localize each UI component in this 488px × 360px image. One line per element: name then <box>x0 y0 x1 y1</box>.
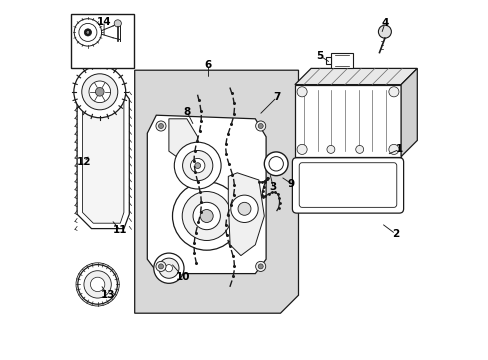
Text: 5: 5 <box>316 51 323 61</box>
Polygon shape <box>228 173 264 256</box>
Polygon shape <box>294 68 416 85</box>
Text: 6: 6 <box>204 60 212 70</box>
Circle shape <box>74 66 125 118</box>
Circle shape <box>153 253 183 283</box>
Circle shape <box>194 163 200 168</box>
Circle shape <box>78 265 117 304</box>
Circle shape <box>193 202 220 230</box>
Circle shape <box>296 87 306 97</box>
Polygon shape <box>147 115 265 274</box>
Bar <box>71 14 134 68</box>
Circle shape <box>156 121 166 131</box>
Text: 2: 2 <box>391 229 399 239</box>
Circle shape <box>114 20 121 27</box>
Text: 12: 12 <box>77 157 91 167</box>
Circle shape <box>296 144 306 154</box>
Circle shape <box>388 87 398 97</box>
Circle shape <box>258 123 263 129</box>
Text: 10: 10 <box>176 272 190 282</box>
Polygon shape <box>294 85 400 157</box>
Circle shape <box>388 144 398 154</box>
Circle shape <box>159 258 179 278</box>
Circle shape <box>84 29 91 36</box>
Text: 7: 7 <box>273 92 280 102</box>
Text: 13: 13 <box>100 290 115 300</box>
Polygon shape <box>77 85 129 229</box>
Polygon shape <box>330 53 352 68</box>
Circle shape <box>190 158 204 173</box>
Circle shape <box>81 74 118 110</box>
Circle shape <box>264 152 287 176</box>
Polygon shape <box>82 89 123 223</box>
Circle shape <box>182 150 212 181</box>
Circle shape <box>258 264 263 269</box>
Circle shape <box>326 145 334 153</box>
Circle shape <box>268 157 283 171</box>
Circle shape <box>355 145 363 153</box>
Circle shape <box>200 210 213 222</box>
Circle shape <box>158 264 163 269</box>
Circle shape <box>95 87 104 96</box>
Text: 8: 8 <box>183 107 190 117</box>
Circle shape <box>90 277 104 292</box>
Circle shape <box>172 182 241 250</box>
Circle shape <box>156 261 166 271</box>
Circle shape <box>165 265 172 272</box>
FancyBboxPatch shape <box>299 163 396 207</box>
Circle shape <box>89 81 110 103</box>
Polygon shape <box>168 119 197 169</box>
Polygon shape <box>400 68 416 157</box>
Circle shape <box>79 23 97 41</box>
Circle shape <box>182 192 231 240</box>
FancyBboxPatch shape <box>292 158 403 213</box>
Polygon shape <box>134 70 298 313</box>
Text: 3: 3 <box>269 182 276 192</box>
Circle shape <box>378 25 390 38</box>
Circle shape <box>238 202 250 215</box>
Text: 14: 14 <box>97 17 111 27</box>
Circle shape <box>174 142 221 189</box>
Circle shape <box>255 121 265 131</box>
Text: 4: 4 <box>381 18 388 28</box>
Circle shape <box>84 271 111 298</box>
Circle shape <box>158 123 163 129</box>
Circle shape <box>255 261 265 271</box>
Circle shape <box>230 195 258 222</box>
Text: 1: 1 <box>395 144 402 154</box>
Polygon shape <box>325 57 330 64</box>
Circle shape <box>74 19 102 46</box>
Text: 9: 9 <box>287 179 294 189</box>
Text: 11: 11 <box>113 225 127 235</box>
